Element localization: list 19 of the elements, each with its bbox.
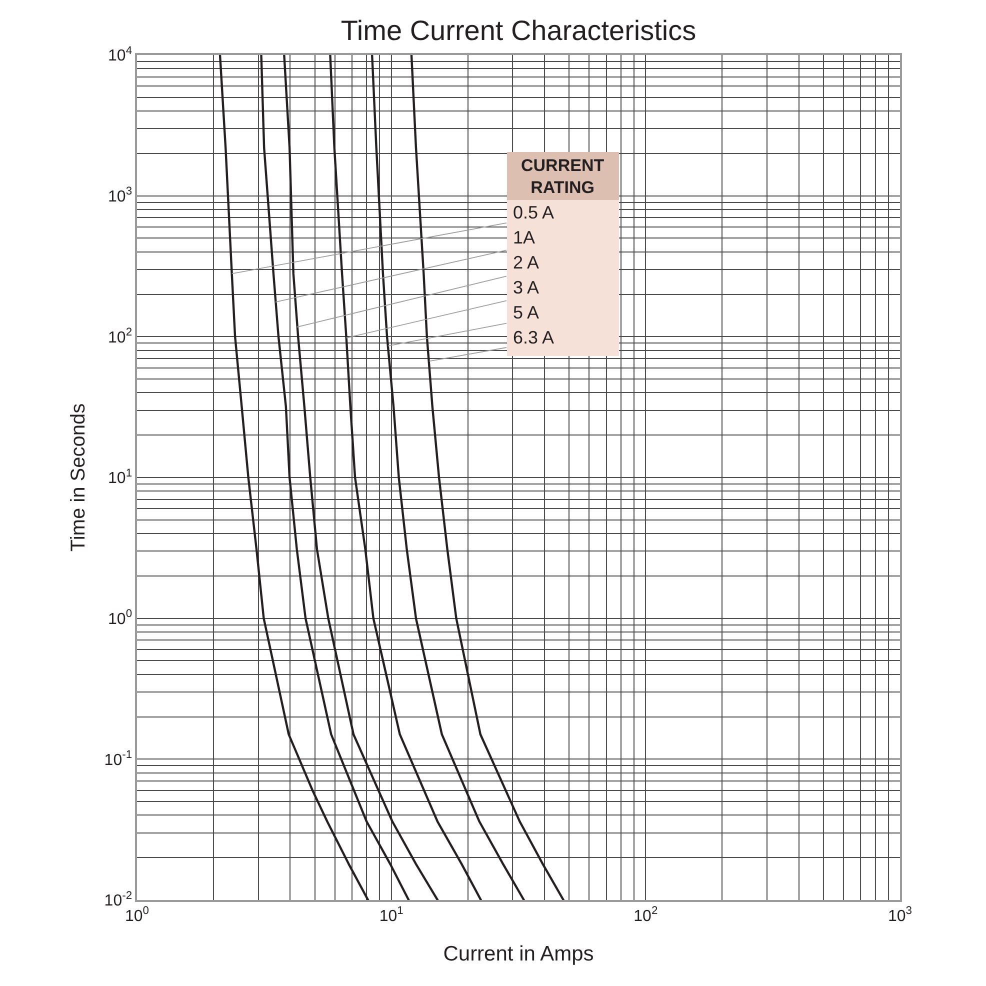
annotation: 1A bbox=[513, 228, 536, 248]
y-tick-label: 10$^{0}$ bbox=[108, 608, 132, 628]
annotation: CURRENT RATING bbox=[521, 156, 605, 198]
y-tick-label: 10$^{4}$ bbox=[108, 44, 132, 65]
x-tick-label: 10$^{1}$ bbox=[379, 905, 404, 925]
y-axis-title: Time in Seconds bbox=[67, 403, 90, 552]
chart-title: Time Current Characteristics bbox=[340, 14, 696, 46]
x-tick-label: 10$^{3}$ bbox=[888, 905, 912, 925]
annotation: 6.3 A bbox=[513, 328, 554, 348]
x-axis-title: Current in Amps bbox=[443, 942, 594, 966]
y-tick-label: 10$^{1}$ bbox=[108, 467, 132, 488]
annotation: 5 A bbox=[513, 302, 540, 322]
x-tick-label: 10$^{2}$ bbox=[634, 905, 658, 925]
y-tick-label: 10$^{2}$ bbox=[108, 326, 132, 346]
y-tick-label: 10$^{3}$ bbox=[108, 186, 132, 206]
annotation: 3 A bbox=[513, 278, 540, 298]
annotation: 0.5 A bbox=[513, 202, 554, 222]
y-tick-label: 10$^{-1}$ bbox=[104, 749, 132, 769]
annotation: 2 A bbox=[513, 252, 540, 272]
